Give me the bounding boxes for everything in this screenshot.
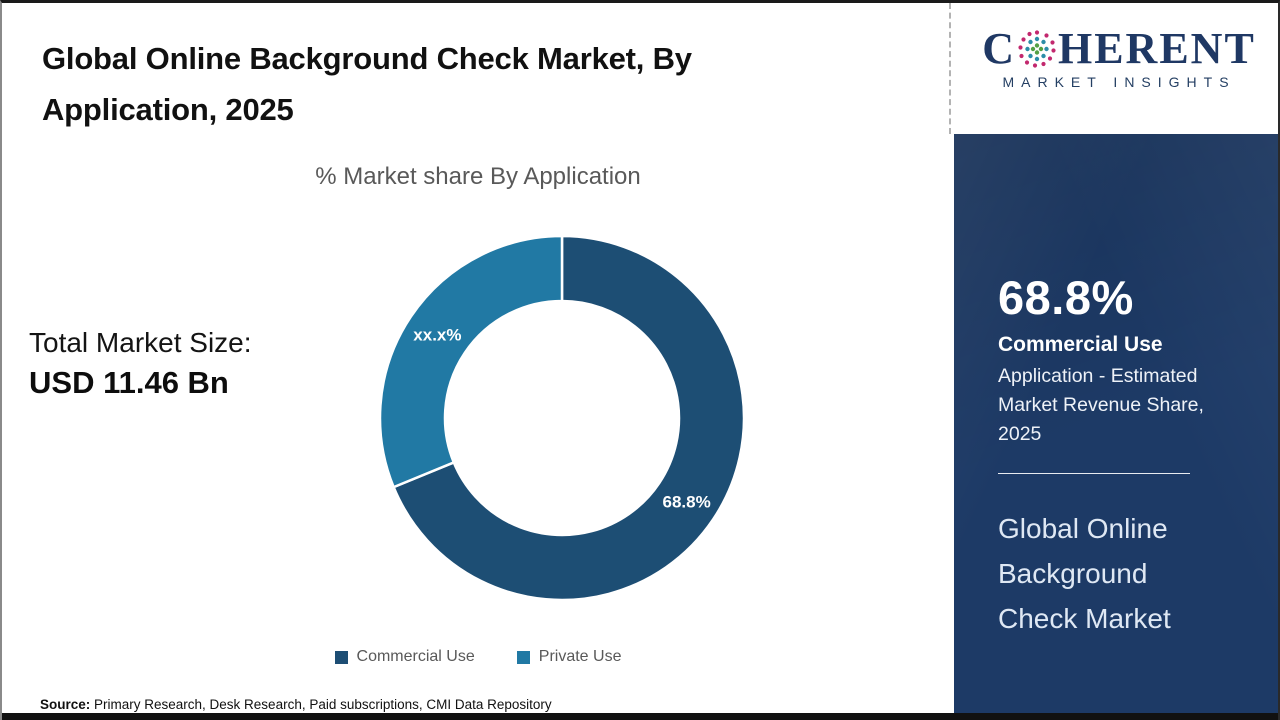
legend-label-commercial: Commercial Use [356, 648, 475, 665]
donut-segment-private-use[interactable] [378, 234, 564, 489]
total-market-size-block: Total Market Size: USD 11.46 Bn [29, 327, 252, 401]
legend-label-private: Private Use [538, 648, 622, 665]
chart-subtitle: % Market share By Application [315, 163, 641, 190]
brand-logo[interactable]: C [954, 3, 1278, 134]
legend-swatch-commercial-icon [334, 650, 348, 664]
sidebar-highlight-panel: 68.8% Commercial Use Application - Estim… [954, 134, 1278, 716]
total-market-size-label: Total Market Size: [29, 327, 252, 358]
legend-item-private-use[interactable]: Private Use [516, 648, 622, 666]
main-chart-area: Global Online Background Check Market, B… [2, 3, 954, 716]
chart-legend: Commercial Use Private Use [2, 648, 954, 666]
donut-segment-label: xx.x% [413, 325, 461, 344]
donut-chart-svg: 68.8% xx.x% [378, 234, 746, 602]
source-label: Source: [40, 697, 91, 712]
sidebar-stat-description: Application - Estimated Market Revenue S… [998, 365, 1204, 445]
dashed-divider [949, 3, 951, 134]
donut-segment-commercial-use[interactable] [392, 234, 746, 602]
logo-tagline: MARKET INSIGHTS [1002, 74, 1236, 90]
total-market-size-value: USD 11.46 Bn [29, 365, 229, 400]
donut-segment-label: 68.8% [662, 493, 710, 512]
logo-text-prefix: C [982, 24, 1016, 73]
source-text: Primary Research, Desk Research, Paid su… [90, 697, 552, 712]
donut-chart: 68.8% xx.x% [372, 228, 752, 608]
sidebar-stat-title: Commercial Use [998, 333, 1163, 356]
sidebar-market-name: Global Online Background Check Market [998, 513, 1171, 634]
sidebar-stat-value: 68.8% [998, 271, 1134, 324]
coherent-globe-icon [1018, 30, 1056, 68]
legend-swatch-private-icon [516, 650, 530, 664]
logo-text-suffix: HERENT [1057, 24, 1256, 73]
source-attribution: Source: Primary Research, Desk Research,… [40, 697, 552, 712]
page-title: Global Online Background Check Market, B… [42, 41, 692, 127]
sidebar-divider [998, 473, 1190, 474]
legend-item-commercial-use[interactable]: Commercial Use [334, 648, 475, 666]
bottom-border-bar [2, 713, 1278, 720]
